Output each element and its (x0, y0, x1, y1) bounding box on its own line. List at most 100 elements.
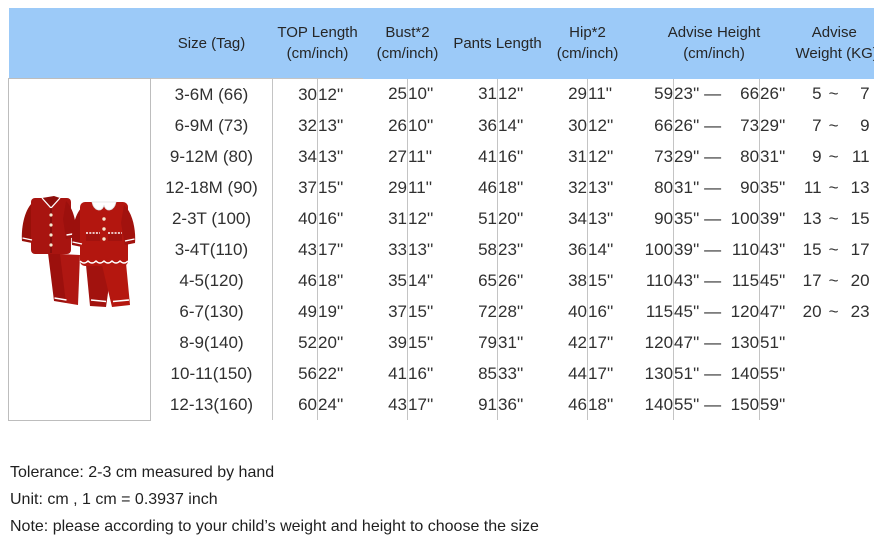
size-cell: 2-3T (100) (171, 208, 252, 228)
hip-inch-cell: 16'' (587, 296, 633, 327)
height-max-cm-cell: 66 (740, 84, 760, 104)
hip-cm-cell: 30 (568, 115, 588, 135)
height-min-cm-cell: 140 (644, 394, 674, 414)
hip-inch-cell: 13'' (587, 172, 633, 203)
top-inch-cell: 18'' (317, 265, 363, 296)
header-advise-height: Advise Height (cm/inch) (632, 8, 796, 79)
hip-cm-cell: 42 (568, 332, 588, 352)
advise-weight-cell: 5 ~7 (812, 84, 870, 104)
header-advise-weight: Advise Weight (KG) (795, 8, 874, 79)
height-min-inch-cell: 23'' — (673, 78, 721, 110)
top-cm-cell: 32 (272, 110, 318, 141)
right-pants (85, 262, 130, 307)
size-cell: 6-9M (73) (174, 115, 249, 135)
top-inch-cell: 20'' (317, 327, 363, 358)
table-row: 10-11(150) 56 22'' 41 16'' 85 33'' 44 17… (9, 358, 874, 389)
bust-inch-cell: 17'' (406, 389, 453, 420)
pants-cm-cell: 51 (478, 208, 498, 228)
hip-inch-cell: 17'' (587, 327, 633, 358)
height-min-cm-cell: 100 (644, 239, 674, 259)
pants-cm-cell: 79 (478, 332, 498, 352)
header-bust: Bust*2 (cm/inch) (362, 8, 453, 79)
height-min-inch-cell: 39'' — (673, 234, 721, 265)
pants-cm-cell: 41 (478, 146, 498, 166)
height-max-inch-cell: 35'' (759, 172, 796, 203)
pants-cm-cell: 72 (478, 301, 498, 321)
hip-cm-cell: 44 (568, 363, 588, 383)
top-inch-cell: 15'' (317, 172, 363, 203)
hip-inch-cell: 17'' (587, 358, 633, 389)
left-pants (47, 252, 80, 305)
table-header: Size (Tag) TOP Length (cm/inch) Bust*2 (cm… (8, 8, 874, 79)
height-max-cm-cell: 90 (740, 177, 760, 197)
height-max-inch-cell: 31'' (759, 141, 796, 172)
top-inch-cell: 16'' (317, 203, 363, 234)
table-row: 6-9M (73) 32 13'' 26 10'' 36 14'' 30 12'… (9, 110, 874, 141)
height-max-inch-cell: 59'' (759, 389, 796, 420)
pants-inch-cell: 36'' (497, 389, 543, 420)
height-min-inch-cell: 35'' — (673, 203, 721, 234)
height-min-cm-cell: 80 (654, 177, 674, 197)
hip-cm-cell: 46 (568, 394, 588, 414)
height-max-inch-cell: 26'' (759, 78, 796, 110)
bust-cm-cell: 35 (388, 270, 407, 290)
size-cell: 3-6M (66) (150, 78, 273, 110)
advise-weight-cell: 13 ~15 (802, 208, 870, 228)
table-row: 4-5(120) 46 18'' 35 14'' 65 26'' 38 15''… (9, 265, 874, 296)
bust-cm-cell: 29 (388, 177, 407, 197)
table-row: 9-12M (80) 34 13'' 27 11'' 41 16'' 31 12… (9, 141, 874, 172)
top-inch-cell: 13'' (317, 141, 363, 172)
hip-cm-cell: 34 (568, 208, 588, 228)
advise-weight-cell: 20 ~23 (802, 301, 870, 321)
height-max-cm-cell: 115 (731, 270, 760, 290)
bust-cm-cell: 41 (388, 363, 407, 383)
bust-cm-cell: 27 (388, 146, 407, 166)
bust-inch-cell: 15'' (406, 296, 453, 327)
bust-inch-cell: 15'' (406, 327, 453, 358)
table-row: 3-4T(110) 43 17'' 33 13'' 58 23'' 36 14'… (9, 234, 874, 265)
size-cell: 4-5(120) (179, 270, 244, 290)
advise-weight-cell (796, 327, 874, 358)
height-max-cm-cell: 140 (730, 363, 760, 383)
bust-cm-cell: 33 (388, 239, 407, 259)
hip-inch-cell: 13'' (587, 203, 633, 234)
height-max-cm-cell: 120 (730, 301, 760, 321)
top-cm-cell: 60 (272, 389, 318, 420)
bust-cm-cell: 37 (388, 301, 407, 321)
size-cell: 3-4T(110) (174, 239, 249, 259)
height-max-inch-cell: 29'' (759, 110, 796, 141)
hip-inch-cell: 14'' (587, 234, 633, 265)
height-min-cm-cell: 115 (645, 301, 674, 321)
top-inch-cell: 22'' (317, 358, 363, 389)
size-cell: 10-11(150) (170, 363, 253, 383)
height-min-cm-cell: 73 (654, 146, 674, 166)
pants-inch-cell: 16'' (497, 141, 543, 172)
header-pants-length: Pants Length (452, 8, 543, 79)
header-size-tag: Size (Tag) (150, 8, 273, 79)
height-max-inch-cell: 55'' (759, 358, 796, 389)
top-cm-cell: 37 (272, 172, 318, 203)
bust-inch-cell: 11'' (406, 172, 453, 203)
hip-inch-cell: 15'' (587, 265, 633, 296)
hip-cm-cell: 31 (568, 146, 588, 166)
bust-inch-cell: 14'' (406, 265, 453, 296)
top-cm-cell: 49 (272, 296, 318, 327)
table-row: 3-6M (66) 30 12'' 25 10'' 31 12'' 29 11'… (8, 78, 874, 421)
height-max-cm-cell: 80 (740, 146, 760, 166)
pants-cm-cell: 31 (478, 84, 498, 104)
right-jacket (71, 201, 135, 266)
footer-notes: Tolerance: 2-3 cm measured by hand Unit:… (10, 459, 874, 540)
hip-cm-cell: 36 (568, 239, 588, 259)
note-unit: Unit: cm , 1 cm = 0.3937 inch (10, 490, 218, 508)
hip-inch-cell: 11'' (587, 78, 633, 110)
table-row: 12-18M (90) 37 15'' 29 11'' 46 18'' 32 1… (9, 172, 874, 203)
height-min-inch-cell: 55'' — (673, 389, 721, 420)
height-min-inch-cell: 26'' — (673, 110, 721, 141)
height-max-cm-cell: 73 (740, 115, 760, 135)
height-min-cm-cell: 59 (654, 84, 674, 104)
advise-weight-cell (796, 389, 874, 420)
pants-inch-cell: 33'' (497, 358, 543, 389)
top-inch-cell: 12'' (317, 78, 363, 110)
bust-cm-cell: 31 (388, 208, 407, 228)
height-min-cm-cell: 120 (644, 332, 674, 352)
